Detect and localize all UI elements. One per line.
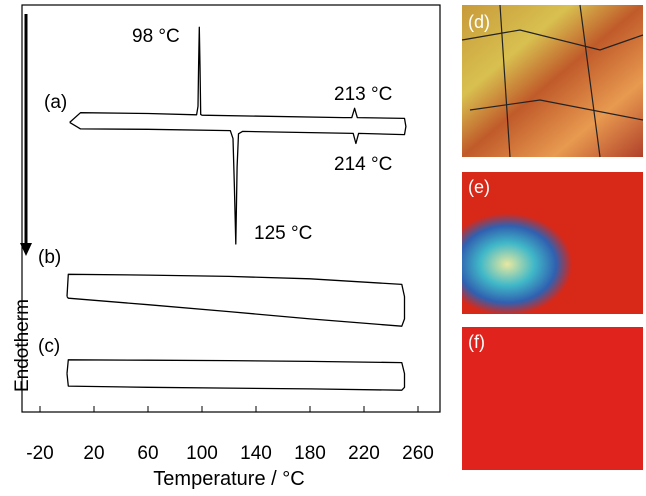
dsc-curve (67, 274, 405, 326)
x-tick-label: 20 (83, 443, 104, 464)
dsc-curve (67, 360, 405, 390)
y-axis-label: Endotherm (12, 299, 33, 392)
peak-annotation: 98 °C (132, 26, 180, 47)
x-tick-label: 220 (348, 443, 380, 464)
x-tick-label: 60 (137, 443, 158, 464)
panel-label: (b) (38, 247, 61, 268)
x-tick-label: 180 (294, 443, 326, 464)
peak-annotation: 213 °C (334, 84, 392, 105)
peak-annotation: 214 °C (334, 154, 392, 175)
x-tick-label: 100 (186, 443, 218, 464)
image-label: (d) (468, 12, 490, 32)
x-tick-label: 140 (240, 443, 272, 464)
x-axis-label: Temperature / °C (153, 468, 304, 490)
micrograph-f (462, 327, 643, 470)
panel-label: (c) (38, 336, 60, 357)
x-tick-label: 260 (402, 443, 434, 464)
image-label: (e) (468, 177, 490, 197)
image-label: (f) (468, 332, 485, 352)
peak-annotation: 125 °C (254, 223, 312, 244)
figure: Endotherm Temperature / °C -20 20 60 100 140… (0, 0, 646, 491)
plot-frame (22, 5, 440, 412)
x-tick-label: -20 (26, 443, 53, 464)
panel-label: (a) (44, 92, 67, 113)
dsc-curve (70, 27, 406, 244)
